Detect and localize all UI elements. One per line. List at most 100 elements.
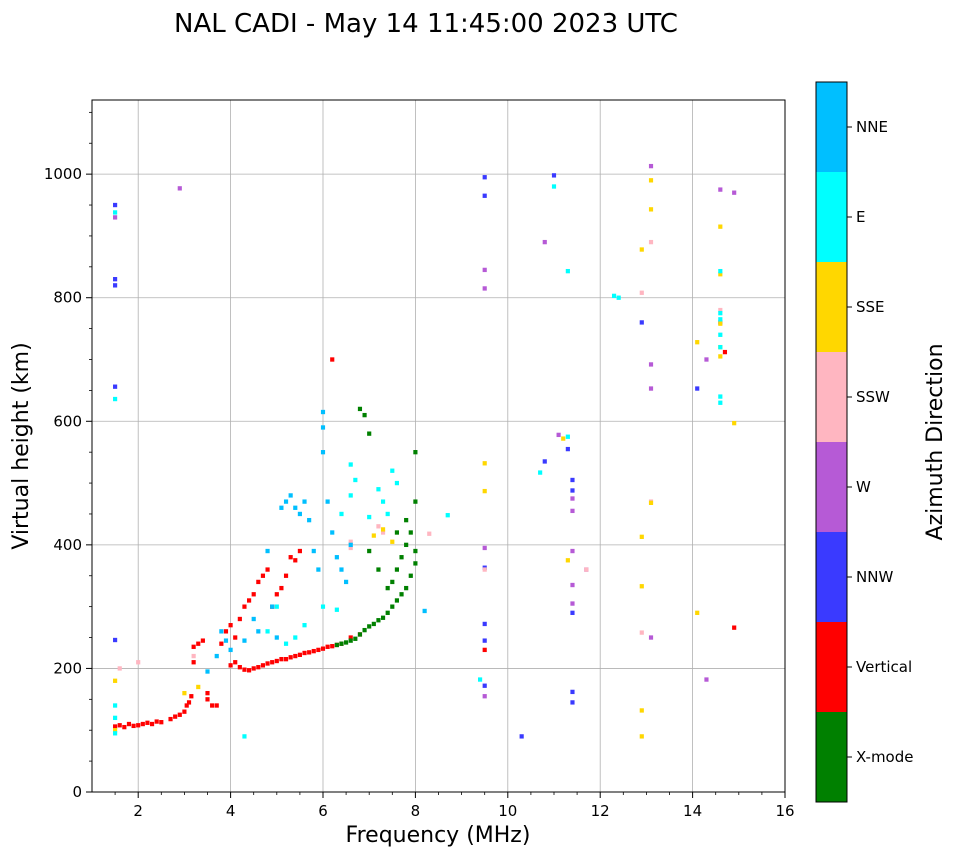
colorbar-tick-label: W <box>856 478 871 496</box>
data-point <box>113 724 118 729</box>
data-point <box>611 293 617 299</box>
data-point <box>718 310 723 316</box>
data-point <box>404 517 409 523</box>
trace-sse <box>113 178 737 739</box>
data-point <box>695 610 700 615</box>
data-point <box>385 610 390 615</box>
colorbar-segment <box>816 622 847 712</box>
data-point <box>732 420 737 426</box>
data-point <box>390 579 395 585</box>
data-point <box>348 545 353 551</box>
data-point <box>367 624 372 629</box>
data-point <box>191 644 196 649</box>
colorbar-tick-label: E <box>856 208 865 226</box>
data-point <box>242 667 247 672</box>
data-point <box>344 579 349 585</box>
data-point <box>376 524 381 529</box>
data-point <box>330 530 335 535</box>
data-point <box>260 573 266 578</box>
data-point <box>270 660 275 665</box>
data-point <box>348 462 353 467</box>
data-point <box>422 608 427 614</box>
data-point <box>274 604 279 609</box>
colorbar-tick-label: SSE <box>856 298 885 316</box>
trace-e <box>113 184 723 739</box>
data-point <box>482 545 487 551</box>
colorbar-segment <box>816 82 847 172</box>
colorbar-segment <box>816 442 847 532</box>
data-point <box>113 215 118 220</box>
data-point <box>399 555 404 560</box>
data-point <box>274 658 279 664</box>
data-point <box>570 700 575 705</box>
data-point <box>362 627 367 633</box>
data-point <box>385 511 390 517</box>
data-point <box>279 656 284 662</box>
colorbar-segment <box>816 262 847 352</box>
data-point <box>718 354 723 359</box>
data-point <box>482 193 487 198</box>
data-point <box>482 461 487 466</box>
data-point <box>242 604 247 609</box>
data-point <box>570 496 575 501</box>
data-point <box>260 663 266 668</box>
data-point <box>348 638 353 643</box>
data-point <box>140 721 145 727</box>
data-point <box>348 539 353 544</box>
colorbar-label: Azimuth Direction <box>923 343 948 540</box>
data-point <box>718 187 723 192</box>
data-point <box>320 646 326 651</box>
data-point <box>408 530 413 535</box>
data-point <box>482 683 487 688</box>
colorbar-frame <box>815 81 848 803</box>
data-point <box>570 477 575 483</box>
data-point <box>718 268 723 274</box>
data-point <box>639 320 644 325</box>
data-point <box>191 653 196 659</box>
data-point <box>302 499 307 504</box>
data-point <box>648 239 654 245</box>
data-point <box>380 530 386 535</box>
data-point <box>149 721 155 727</box>
data-point <box>394 480 399 486</box>
data-point <box>695 386 700 391</box>
data-point <box>639 630 644 635</box>
data-point <box>283 641 289 646</box>
data-point <box>136 723 141 728</box>
data-point <box>565 558 570 563</box>
data-point <box>283 656 289 662</box>
data-point <box>380 615 386 620</box>
data-point <box>297 548 302 554</box>
data-point <box>722 349 728 355</box>
data-point <box>223 638 229 643</box>
data-point <box>413 450 418 455</box>
data-point <box>325 644 330 649</box>
chart-title: NAL CADI - May 14 11:45:00 2023 UTC <box>174 9 678 39</box>
data-point <box>357 406 363 412</box>
data-point <box>293 635 298 640</box>
data-point <box>270 604 275 609</box>
data-point <box>482 567 487 572</box>
data-point <box>219 629 224 634</box>
data-point <box>274 635 279 640</box>
data-point <box>237 665 242 670</box>
data-point <box>136 660 141 665</box>
data-point <box>353 477 358 483</box>
data-point <box>122 724 127 730</box>
data-point <box>113 731 118 736</box>
data-point <box>242 638 247 643</box>
data-point <box>297 652 302 657</box>
data-point <box>482 621 487 627</box>
y-tick-label: 200 <box>53 659 82 677</box>
data-point <box>339 511 344 517</box>
data-point <box>385 585 390 591</box>
data-point <box>482 175 487 180</box>
data-point <box>371 533 376 538</box>
x-tick-label: 4 <box>226 802 236 820</box>
data-point <box>251 592 256 597</box>
x-axis-label: Frequency (MHz) <box>346 823 531 848</box>
y-tick-label: 800 <box>53 289 82 307</box>
data-point <box>413 548 418 554</box>
data-point <box>184 703 189 708</box>
